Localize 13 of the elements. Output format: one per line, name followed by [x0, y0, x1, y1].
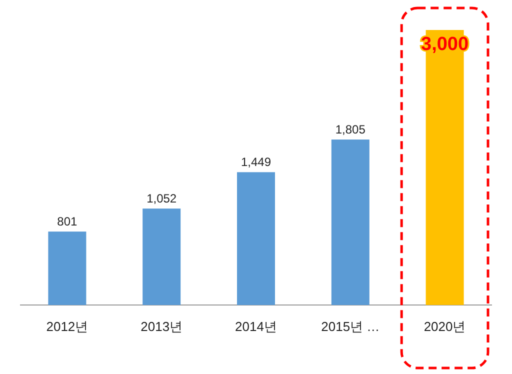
x-tick-label: 2020년	[424, 319, 466, 334]
bar	[142, 208, 181, 305]
data-label: 1,052	[146, 192, 177, 206]
data-label: 1,805	[335, 122, 366, 137]
bar	[48, 232, 86, 305]
x-tick-label: 2012년	[46, 319, 88, 334]
bar	[331, 140, 370, 305]
x-tick-label: 2013년	[140, 319, 183, 334]
x-tick-label: 2015년 …	[321, 319, 380, 334]
data-label: 801	[57, 214, 78, 229]
data-label: 1,449	[240, 155, 272, 170]
x-tick-label: 2014년	[235, 319, 277, 334]
bar	[237, 172, 275, 305]
